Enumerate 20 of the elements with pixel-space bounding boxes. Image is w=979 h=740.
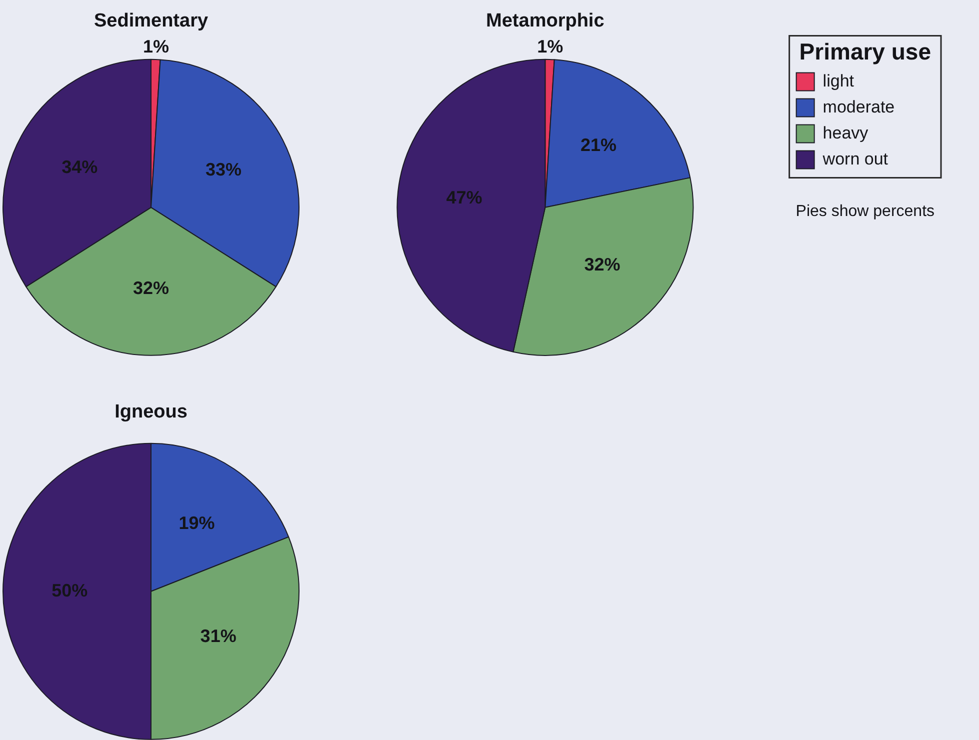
data-label: 33% — [206, 159, 242, 180]
data-label: 32% — [584, 254, 620, 274]
legend-label: worn out — [822, 149, 888, 168]
data-label: 34% — [62, 157, 98, 178]
data-label: 21% — [580, 134, 617, 155]
legend-title: Primary use — [799, 38, 932, 65]
chart-title: Metamorphic — [486, 10, 605, 32]
chart-title: Sedimentary — [94, 10, 208, 32]
data-label: 19% — [178, 513, 215, 534]
data-label: 1% — [537, 36, 564, 56]
legend-label: moderate — [822, 97, 895, 116]
chart-title: Igneous — [114, 402, 188, 423]
data-label: 31% — [200, 626, 236, 646]
data-label: 1% — [143, 36, 170, 56]
data-label: 47% — [446, 188, 482, 208]
text: Pies show percents — [796, 203, 935, 220]
data-label: 32% — [132, 278, 170, 298]
data-label: 50% — [52, 580, 88, 600]
legend-label: light — [822, 71, 854, 90]
legend-label: heavy — [822, 123, 869, 142]
